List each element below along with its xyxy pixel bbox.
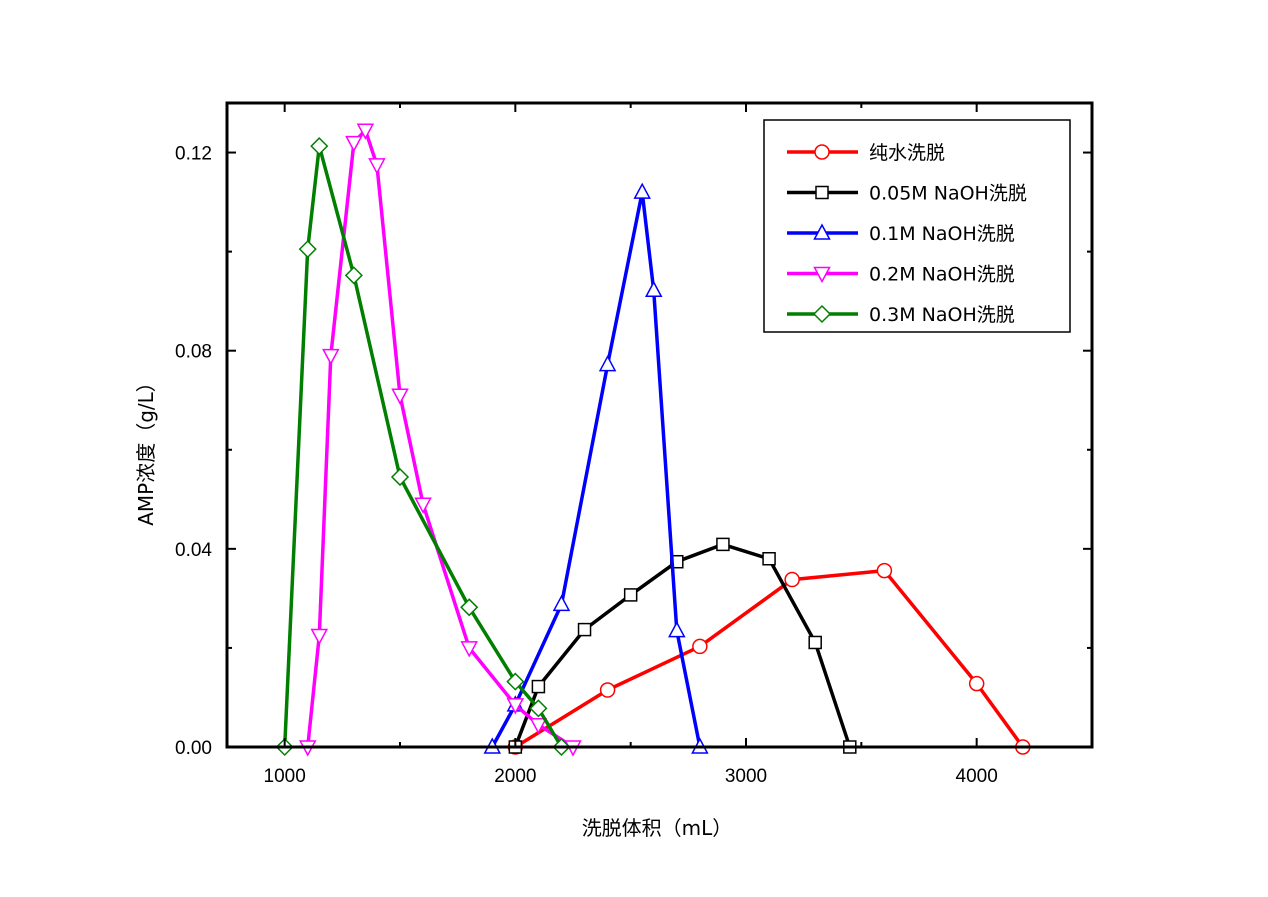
data-point-triangle-down	[506, 698, 525, 715]
series-3	[298, 123, 582, 757]
x-tick-label: 2000	[494, 766, 536, 787]
legend-label: 0.2M NaOH洗脱	[869, 264, 1015, 286]
data-point-triangle-down	[345, 135, 363, 153]
x-tick-label: 4000	[956, 766, 998, 787]
legend-label: 0.3M NaOH洗脱	[869, 304, 1015, 326]
data-point-diamond	[344, 266, 363, 285]
legend-box	[763, 119, 1071, 333]
series-1	[508, 537, 857, 754]
legend-item: 0.2M NaOH洗脱	[787, 264, 1015, 286]
series-line	[490, 190, 702, 748]
legend-item: 纯水洗脱	[787, 142, 945, 164]
data-point-square	[716, 537, 730, 552]
data-point-triangle-down	[310, 628, 329, 646]
data-point-square	[623, 588, 638, 602]
series-line	[514, 568, 1025, 749]
data-point-triangle-down	[529, 717, 548, 735]
data-point-circle	[814, 144, 830, 160]
data-point-diamond	[298, 240, 317, 259]
data-point-triangle-down	[322, 348, 340, 366]
data-point-circle	[784, 571, 800, 588]
data-point-triangle-down	[356, 123, 375, 140]
series-4	[275, 137, 571, 757]
x-axis-title: 洗脱体积（mL）	[582, 816, 733, 840]
legend-item: 0.05M NaOH洗脱	[787, 183, 1027, 205]
data-point-square	[762, 552, 776, 566]
data-point-triangle-down	[368, 158, 386, 175]
data-point-triangle-up	[668, 620, 686, 638]
data-point-triangle-down	[414, 497, 432, 514]
series-2	[483, 182, 709, 754]
data-point-diamond	[506, 672, 525, 691]
y-axis-title: AMP浓度（g/L）	[134, 372, 158, 526]
data-point-triangle-up	[644, 280, 663, 298]
legend: 纯水洗脱 0.05M NaOH洗脱 0.1M NaOH洗脱 0.2M NaOH洗脱 0.…	[763, 119, 1071, 333]
y-tick-label: 0.12	[175, 144, 212, 165]
series-line	[305, 128, 574, 749]
legend-label: 0.05M NaOH洗脱	[869, 183, 1027, 205]
y-tick-label: 0.04	[175, 540, 212, 561]
legend-item: 0.1M NaOH洗脱	[787, 223, 1015, 245]
data-point-diamond	[310, 137, 329, 156]
data-point-diamond	[812, 304, 832, 324]
x-tick-label: 3000	[725, 766, 767, 787]
data-point-triangle-up	[813, 223, 831, 240]
data-point-square	[531, 679, 546, 694]
y-tick-label: 0.00	[175, 738, 212, 759]
y-tick-label: 0.08	[175, 342, 212, 363]
x-tick-label: 1000	[264, 766, 306, 787]
data-point-triangle-up	[633, 182, 651, 199]
data-point-square	[815, 185, 829, 200]
data-point-triangle-down	[460, 641, 478, 658]
data-point-square	[808, 635, 822, 650]
plot-frame	[225, 101, 1094, 749]
data-point-circle	[968, 675, 985, 692]
data-point-circle	[692, 638, 708, 655]
data-point-diamond	[529, 699, 548, 718]
series-layer	[275, 123, 1031, 757]
data-point-triangle-down	[391, 388, 409, 405]
series-0	[507, 562, 1031, 755]
legend-label: 纯水洗脱	[869, 142, 945, 164]
data-point-circle	[876, 562, 893, 579]
legend-label: 0.1M NaOH洗脱	[869, 223, 1015, 245]
legend-item: 0.3M NaOH洗脱	[787, 304, 1015, 326]
axes-layer: 1000 2000 3000 4000 0.00 0.04 0.08 0.12	[175, 101, 1094, 787]
data-point-square	[577, 622, 592, 637]
data-point-diamond	[390, 467, 410, 487]
data-point-circle	[599, 682, 616, 698]
data-point-triangle-up	[552, 594, 571, 612]
data-point-triangle-up	[598, 354, 617, 372]
data-point-triangle-down	[813, 266, 831, 284]
data-point-diamond	[460, 598, 479, 617]
